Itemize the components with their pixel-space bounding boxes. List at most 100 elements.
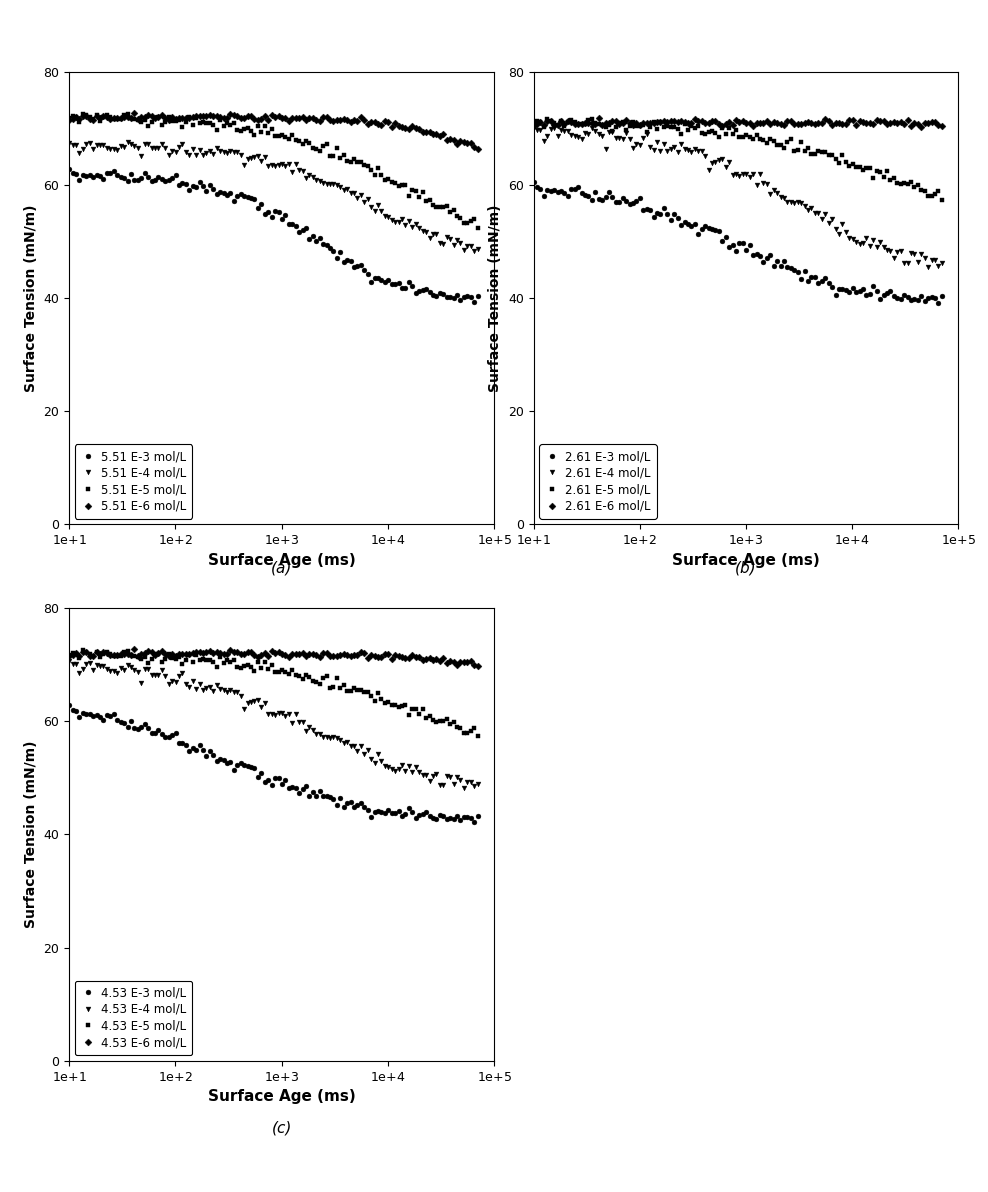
Line: 4.53 E-5 mol/L: 4.53 E-5 mol/L xyxy=(67,648,480,739)
4.53 E-3 mol/L xyxy=(345,795,357,809)
2.61 E-4 mol/L xyxy=(922,260,934,274)
2.61 E-5 mol/L xyxy=(641,125,653,139)
4.53 E-6 mol/L xyxy=(63,650,75,664)
2.61 E-6 mol/L xyxy=(528,118,539,132)
5.51 E-4 mol/L xyxy=(63,136,75,150)
Y-axis label: Surface Tension (mN/m): Surface Tension (mN/m) xyxy=(24,204,38,392)
4.53 E-3 mol/L xyxy=(471,808,483,822)
2.61 E-4 mol/L xyxy=(754,167,766,181)
Y-axis label: Surface Tension (mN/m): Surface Tension (mN/m) xyxy=(24,740,38,929)
5.51 E-6 mol/L xyxy=(471,142,483,156)
4.53 E-5 mol/L xyxy=(152,646,164,660)
5.51 E-6 mol/L xyxy=(293,111,305,125)
4.53 E-4 mol/L xyxy=(149,668,161,682)
5.51 E-3 mol/L xyxy=(345,254,357,268)
2.61 E-3 mol/L xyxy=(933,296,945,310)
4.53 E-3 mol/L xyxy=(289,781,301,795)
2.61 E-5 mol/L xyxy=(758,132,770,147)
2.61 E-3 mol/L xyxy=(936,288,947,303)
Text: (a): (a) xyxy=(271,560,292,576)
5.51 E-6 mol/L xyxy=(348,113,360,128)
2.61 E-6 mol/L xyxy=(641,116,653,130)
5.51 E-5 mol/L xyxy=(461,216,473,230)
4.53 E-4 mol/L xyxy=(461,775,473,789)
Line: 2.61 E-3 mol/L: 2.61 E-3 mol/L xyxy=(532,180,945,305)
5.51 E-4 mol/L xyxy=(471,242,483,256)
X-axis label: Surface Age (ms): Surface Age (ms) xyxy=(207,1089,356,1104)
Line: 4.53 E-6 mol/L: 4.53 E-6 mol/L xyxy=(67,646,480,669)
5.51 E-6 mol/L xyxy=(389,116,401,130)
5.51 E-5 mol/L xyxy=(122,106,133,120)
4.53 E-3 mol/L xyxy=(63,699,75,713)
5.51 E-3 mol/L xyxy=(173,178,185,192)
4.53 E-3 mol/L xyxy=(386,806,398,820)
4.53 E-5 mol/L xyxy=(177,657,189,671)
2.61 E-6 mol/L xyxy=(812,116,824,130)
Text: (c): (c) xyxy=(272,1120,291,1136)
5.51 E-3 mol/L xyxy=(457,290,469,304)
4.53 E-4 mol/L xyxy=(289,707,301,721)
5.51 E-3 mol/L xyxy=(468,294,480,309)
5.51 E-3 mol/L xyxy=(386,277,398,291)
5.51 E-6 mol/L xyxy=(177,111,189,125)
5.51 E-5 mol/L xyxy=(152,110,164,124)
X-axis label: Surface Age (ms): Surface Age (ms) xyxy=(207,553,356,567)
2.61 E-3 mol/L xyxy=(851,285,863,299)
Text: (b): (b) xyxy=(735,560,757,576)
4.53 E-6 mol/L xyxy=(471,659,483,673)
Legend: 5.51 E-3 mol/L, 5.51 E-4 mol/L, 5.51 E-5 mol/L, 5.51 E-6 mol/L: 5.51 E-3 mol/L, 5.51 E-4 mol/L, 5.51 E-5… xyxy=(75,445,193,519)
4.53 E-5 mol/L xyxy=(471,730,483,744)
2.61 E-5 mol/L xyxy=(854,160,865,174)
5.51 E-4 mol/L xyxy=(468,243,480,257)
Line: 4.53 E-3 mol/L: 4.53 E-3 mol/L xyxy=(67,703,480,824)
Line: 5.51 E-4 mol/L: 5.51 E-4 mol/L xyxy=(67,139,480,253)
Line: 4.53 E-4 mol/L: 4.53 E-4 mol/L xyxy=(67,659,480,790)
2.61 E-6 mol/L xyxy=(758,116,770,130)
2.61 E-6 mol/L xyxy=(916,119,928,134)
4.53 E-4 mol/L xyxy=(63,654,75,669)
2.61 E-3 mol/L xyxy=(528,175,539,190)
4.53 E-3 mol/L xyxy=(149,726,161,740)
5.51 E-5 mol/L xyxy=(177,120,189,135)
2.61 E-3 mol/L xyxy=(922,291,934,305)
2.61 E-3 mol/L xyxy=(637,203,649,217)
4.53 E-6 mol/L xyxy=(348,648,360,663)
4.53 E-6 mol/L xyxy=(152,646,164,660)
4.53 E-4 mol/L xyxy=(173,669,185,683)
4.53 E-4 mol/L xyxy=(386,762,398,776)
Line: 2.61 E-6 mol/L: 2.61 E-6 mol/L xyxy=(532,116,945,129)
5.51 E-4 mol/L xyxy=(348,186,360,200)
5.51 E-5 mol/L xyxy=(389,175,401,190)
5.51 E-5 mol/L xyxy=(293,135,305,149)
4.53 E-5 mol/L xyxy=(77,644,89,658)
4.53 E-4 mol/L xyxy=(457,781,469,795)
5.51 E-5 mol/L xyxy=(348,151,360,166)
4.53 E-3 mol/L xyxy=(173,737,185,751)
5.51 E-6 mol/L xyxy=(461,136,473,150)
4.53 E-4 mol/L xyxy=(471,777,483,791)
4.53 E-4 mol/L xyxy=(345,739,357,753)
Legend: 4.53 E-3 mol/L, 4.53 E-4 mol/L, 4.53 E-5 mol/L, 4.53 E-6 mol/L: 4.53 E-3 mol/L, 4.53 E-4 mol/L, 4.53 E-5… xyxy=(75,981,193,1055)
2.61 E-4 mol/L xyxy=(809,206,821,221)
2.61 E-6 mol/L xyxy=(854,113,865,128)
5.51 E-3 mol/L xyxy=(149,173,161,187)
2.61 E-6 mol/L xyxy=(936,118,947,132)
2.61 E-5 mol/L xyxy=(812,143,824,157)
Legend: 2.61 E-3 mol/L, 2.61 E-4 mol/L, 2.61 E-5 mol/L, 2.61 E-6 mol/L: 2.61 E-3 mol/L, 2.61 E-4 mol/L, 2.61 E-5… xyxy=(539,445,657,519)
5.51 E-4 mol/L xyxy=(177,137,189,151)
4.53 E-6 mol/L xyxy=(389,647,401,662)
4.53 E-6 mol/L xyxy=(293,647,305,662)
5.51 E-5 mol/L xyxy=(63,111,75,125)
2.61 E-6 mol/L xyxy=(617,116,628,130)
2.61 E-5 mol/L xyxy=(617,114,628,129)
Line: 2.61 E-5 mol/L: 2.61 E-5 mol/L xyxy=(532,117,945,203)
5.51 E-6 mol/L xyxy=(63,113,75,128)
5.51 E-3 mol/L xyxy=(289,219,301,234)
5.51 E-4 mol/L xyxy=(389,215,401,229)
Line: 5.51 E-5 mol/L: 5.51 E-5 mol/L xyxy=(67,111,480,230)
2.61 E-5 mol/L xyxy=(926,188,938,203)
X-axis label: Surface Age (ms): Surface Age (ms) xyxy=(672,553,820,567)
Y-axis label: Surface Tension (mN/m): Surface Tension (mN/m) xyxy=(488,204,502,392)
2.61 E-5 mol/L xyxy=(528,117,539,131)
2.61 E-3 mol/L xyxy=(614,194,625,209)
